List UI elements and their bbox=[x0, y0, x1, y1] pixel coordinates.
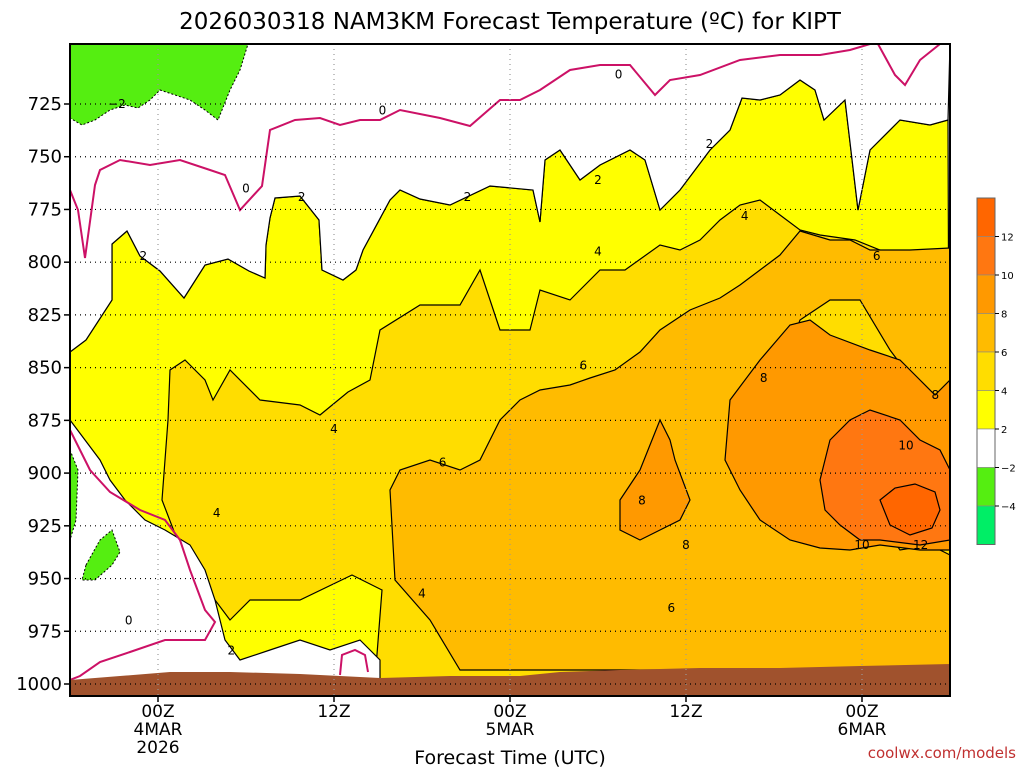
contour-labels: 0 0 0 0 −2 2 2 2 2 2 2 4 4 4 4 4 6 6 6 6 8 8 8 8 10 10 12 bbox=[108, 67, 939, 657]
contour-label-17: 6 bbox=[580, 359, 588, 373]
colorbar-label-7: −4 bbox=[1001, 502, 1016, 513]
contour-label-5: 2 bbox=[140, 249, 148, 263]
xtick-label-4-1: 6MAR bbox=[838, 720, 887, 740]
colorbar-label-3: 6 bbox=[1001, 348, 1007, 359]
contour-label-13: 4 bbox=[213, 506, 221, 520]
contour-label-25: 10 bbox=[898, 439, 913, 453]
contour-label-18: 6 bbox=[668, 601, 676, 615]
contour-label-26: 12 bbox=[913, 538, 928, 552]
contour-label-0: 0 bbox=[242, 181, 250, 195]
colorbar-swatch-5 bbox=[976, 390, 996, 430]
contour-label-22: 8 bbox=[760, 371, 768, 385]
xtick-label-2-1: 5MAR bbox=[486, 720, 535, 740]
ytick-label-875: 875 bbox=[28, 410, 62, 431]
band-above-12 bbox=[879, 483, 941, 536]
colorbar-label-6: −2 bbox=[1001, 464, 1016, 475]
contour-label-4: −2 bbox=[108, 97, 126, 111]
ytick-label-775: 775 bbox=[28, 199, 62, 220]
contour-label-24: 10 bbox=[854, 538, 869, 552]
zero-isotherm-blob bbox=[339, 648, 369, 676]
xtick-label-2-0: 00Z bbox=[493, 702, 526, 722]
ytick-label-800: 800 bbox=[28, 252, 62, 273]
ytick-label-900: 900 bbox=[28, 463, 62, 484]
ytick-label-750: 750 bbox=[28, 147, 62, 168]
contour-label-12: 4 bbox=[418, 586, 426, 600]
ytick-label-925: 925 bbox=[28, 516, 62, 537]
ytick-label-850: 850 bbox=[28, 358, 62, 379]
xtick-label-4-0: 00Z bbox=[845, 702, 878, 722]
contour-label-9: 2 bbox=[706, 137, 714, 151]
zero-isotherm-upper bbox=[70, 44, 871, 259]
band-8-to-10-island bbox=[619, 418, 691, 541]
colorbar-swatch-7 bbox=[976, 467, 996, 507]
time-gridlines bbox=[157, 44, 863, 696]
ytick-label-1000: 1000 bbox=[16, 674, 62, 695]
ytick-label-950: 950 bbox=[28, 569, 62, 590]
credit-text: coolwx.com/models bbox=[868, 744, 1016, 762]
colorbar-label-4: 4 bbox=[1001, 387, 1007, 398]
colorbar-frame bbox=[976, 197, 996, 545]
contour-label-10: 2 bbox=[228, 643, 236, 657]
contour-label-14: 4 bbox=[594, 245, 602, 259]
contour-label-1: 0 bbox=[379, 103, 387, 117]
colorbar-swatch-4 bbox=[976, 351, 996, 391]
contour-label-16: 6 bbox=[439, 456, 447, 470]
ytick-label-825: 825 bbox=[28, 305, 62, 326]
contour-label-15: 4 bbox=[741, 209, 749, 223]
chart-title: 2026030318 NAM3KM Forecast Temperature (… bbox=[179, 9, 842, 35]
x-axis-label: Forecast Time (UTC) bbox=[414, 747, 605, 768]
colorbar-swatch-8 bbox=[976, 505, 996, 545]
contour-label-2: 0 bbox=[615, 67, 623, 81]
contour-label-11: 4 bbox=[330, 422, 338, 436]
band-0-to-2-lower-left bbox=[70, 419, 381, 696]
xtick-label-0-1: 4MAR bbox=[134, 720, 183, 740]
colorbar-label-0: 12 bbox=[1001, 233, 1014, 244]
zero-isotherm-lower bbox=[70, 429, 217, 681]
band-minus4-to-minus2-left bbox=[70, 449, 121, 581]
y-axis: 725 750 775 800 825 850 875 900 925 950 975 1000 bbox=[16, 94, 70, 695]
colorbar-label-2: 8 bbox=[1001, 310, 1007, 321]
zero-isotherm-right bbox=[877, 44, 941, 87]
contour-label-3: 0 bbox=[125, 614, 133, 628]
band-minus4-to-minus2-top bbox=[70, 44, 249, 126]
colorbar: 12 10 8 6 4 2 −2 −4 bbox=[976, 197, 1016, 545]
contour-label-20: 8 bbox=[638, 494, 646, 508]
colorbar-swatch-2 bbox=[976, 274, 996, 314]
contour-label-8: 2 bbox=[594, 173, 602, 187]
contour-label-6: 2 bbox=[298, 190, 306, 204]
xtick-label-0-2: 2026 bbox=[136, 738, 179, 758]
ytick-label-975: 975 bbox=[28, 621, 62, 642]
colorbar-label-1: 10 bbox=[1001, 271, 1014, 282]
contour-label-7: 2 bbox=[464, 190, 472, 204]
contour-label-21: 8 bbox=[682, 538, 690, 552]
colorbar-swatch-3 bbox=[976, 313, 996, 353]
contour-label-19: 6 bbox=[873, 249, 881, 263]
contour-label-23: 8 bbox=[932, 388, 940, 402]
xtick-label-0-0: 00Z bbox=[141, 702, 174, 722]
colorbar-swatch-1 bbox=[976, 236, 996, 276]
xtick-label-3-0: 12Z bbox=[669, 702, 702, 722]
xtick-label-1-0: 12Z bbox=[317, 702, 350, 722]
ytick-label-725: 725 bbox=[28, 94, 62, 115]
colorbar-swatch-6 bbox=[976, 428, 996, 468]
plot-area: 0 0 0 0 −2 2 2 2 2 2 2 4 4 4 4 4 6 6 6 6 8 8 8 8 10 10 12 bbox=[70, 44, 950, 696]
colorbar-label-5: 2 bbox=[1001, 425, 1007, 436]
colorbar-swatch-0 bbox=[976, 197, 996, 237]
